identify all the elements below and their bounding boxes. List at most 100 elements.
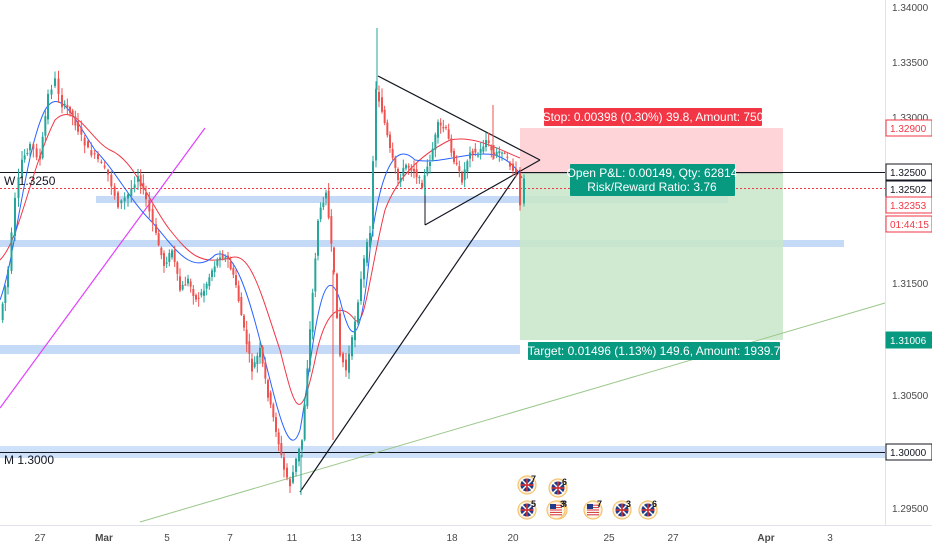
candle-body[interactable]	[253, 362, 256, 368]
candle-body[interactable]	[227, 255, 229, 260]
candle-body[interactable]	[74, 116, 77, 126]
candle-body[interactable]	[437, 122, 439, 138]
candle-body[interactable]	[490, 146, 493, 151]
candle-body[interactable]	[314, 258, 317, 292]
candle-body[interactable]	[311, 292, 314, 333]
candle-body[interactable]	[292, 472, 294, 483]
candle-body[interactable]	[319, 207, 322, 220]
candle-body[interactable]	[189, 281, 192, 287]
candle-body[interactable]	[251, 358, 253, 372]
candle-body[interactable]	[208, 277, 211, 287]
candle-body[interactable]	[512, 163, 514, 171]
candle-body[interactable]	[445, 127, 447, 129]
candle-body[interactable]	[325, 192, 327, 199]
candle-body[interactable]	[453, 150, 455, 163]
candle-body[interactable]	[482, 146, 485, 152]
countdown-tag[interactable]: 01:44:15	[885, 215, 932, 233]
candle-body[interactable]	[515, 168, 517, 173]
candle-body[interactable]	[14, 197, 16, 237]
candle-body[interactable]	[383, 109, 386, 123]
candle-body[interactable]	[487, 140, 490, 144]
candle-body[interactable]	[205, 283, 208, 289]
candle-body[interactable]	[286, 467, 288, 478]
target-label[interactable]: Target: 0.01496 (1.13%) 149.6, Amount: 1…	[528, 342, 781, 360]
candle-body[interactable]	[410, 167, 413, 171]
candle-body[interactable]	[264, 362, 267, 379]
candle-body[interactable]	[221, 254, 224, 259]
candle-body[interactable]	[50, 89, 53, 95]
candle-body[interactable]	[4, 286, 7, 303]
candle-body[interactable]	[277, 432, 280, 445]
candle-body[interactable]	[93, 153, 96, 155]
candle-body[interactable]	[87, 141, 89, 148]
candle-body[interactable]	[39, 155, 41, 160]
candle-body[interactable]	[240, 297, 243, 315]
candle-body[interactable]	[339, 313, 341, 356]
candle-body[interactable]	[434, 134, 437, 150]
candle-body[interactable]	[127, 194, 129, 199]
candle-body[interactable]	[1, 303, 4, 320]
monthly-level-tag[interactable]: 1.30000	[885, 443, 932, 461]
candle-body[interactable]	[155, 224, 157, 233]
candle-body[interactable]	[243, 315, 245, 328]
candle-body[interactable]	[47, 93, 49, 120]
candle-body[interactable]	[461, 172, 463, 183]
candle-body[interactable]	[54, 78, 56, 87]
stop-price-tag[interactable]: 1.32900	[885, 119, 932, 137]
candle-body[interactable]	[181, 285, 184, 290]
rising-trendline[interactable]	[299, 169, 521, 493]
candle-body[interactable]	[256, 355, 259, 365]
candle-body[interactable]	[330, 216, 333, 244]
candle-body[interactable]	[415, 169, 418, 178]
candle-body[interactable]	[192, 288, 195, 297]
candle-body[interactable]	[17, 177, 20, 199]
candle-body[interactable]	[148, 200, 151, 212]
candle-body[interactable]	[44, 116, 47, 136]
last-price-tag[interactable]: 1.32502	[885, 180, 932, 198]
candle-body[interactable]	[63, 103, 66, 106]
triangle-upper-line[interactable]	[377, 75, 541, 161]
candle-body[interactable]	[211, 270, 213, 278]
candle-body[interactable]	[173, 249, 176, 262]
pnl-label[interactable]: Open P&L: 0.00149, Qty: 62814 Risk/Rewar…	[567, 164, 738, 196]
candle-body[interactable]	[229, 261, 232, 270]
green-trendline[interactable]	[139, 302, 886, 523]
candle-body[interactable]	[35, 148, 38, 158]
candle-body[interactable]	[57, 78, 60, 95]
candle-body[interactable]	[375, 88, 377, 161]
candle-body[interactable]	[301, 440, 303, 450]
candle-body[interactable]	[197, 297, 200, 299]
candle-body[interactable]	[431, 148, 434, 160]
candle-body[interactable]	[80, 127, 83, 135]
candle-body[interactable]	[163, 253, 165, 266]
candle-body[interactable]	[317, 220, 319, 256]
candle-body[interactable]	[219, 257, 221, 260]
price-axis[interactable]: 1.340001.335001.330001.325001.320001.315…	[885, 3, 932, 515]
candle-body[interactable]	[137, 176, 139, 182]
candle-body[interactable]	[391, 149, 394, 158]
candle-body[interactable]	[495, 151, 498, 156]
candle-body[interactable]	[523, 178, 525, 204]
candle-body[interactable]	[179, 276, 181, 291]
current-price-tag[interactable]: 1.32353	[885, 196, 932, 214]
candle-body[interactable]	[399, 177, 402, 183]
candle-body[interactable]	[469, 152, 471, 159]
candle-body[interactable]	[103, 165, 106, 168]
candle-body[interactable]	[455, 162, 458, 165]
candle-body[interactable]	[29, 143, 31, 151]
stop-label[interactable]: Stop: 0.00398 (0.30%) 39.8, Amount: 750	[543, 108, 764, 126]
candle-body[interactable]	[423, 175, 426, 187]
candle-body[interactable]	[402, 167, 405, 176]
candle-body[interactable]	[413, 168, 415, 172]
candle-body[interactable]	[237, 285, 240, 301]
candle-body[interactable]	[322, 202, 325, 208]
zone-band-2[interactable]	[0, 240, 844, 247]
candle-body[interactable]	[224, 257, 227, 259]
candle-body[interactable]	[69, 106, 71, 113]
candle-body[interactable]	[165, 262, 168, 264]
candle-body[interactable]	[309, 329, 311, 366]
event-icons[interactable]: 5 3 7 3 67 63	[517, 474, 658, 520]
candle-body[interactable]	[506, 156, 509, 158]
candle-body[interactable]	[474, 148, 477, 153]
